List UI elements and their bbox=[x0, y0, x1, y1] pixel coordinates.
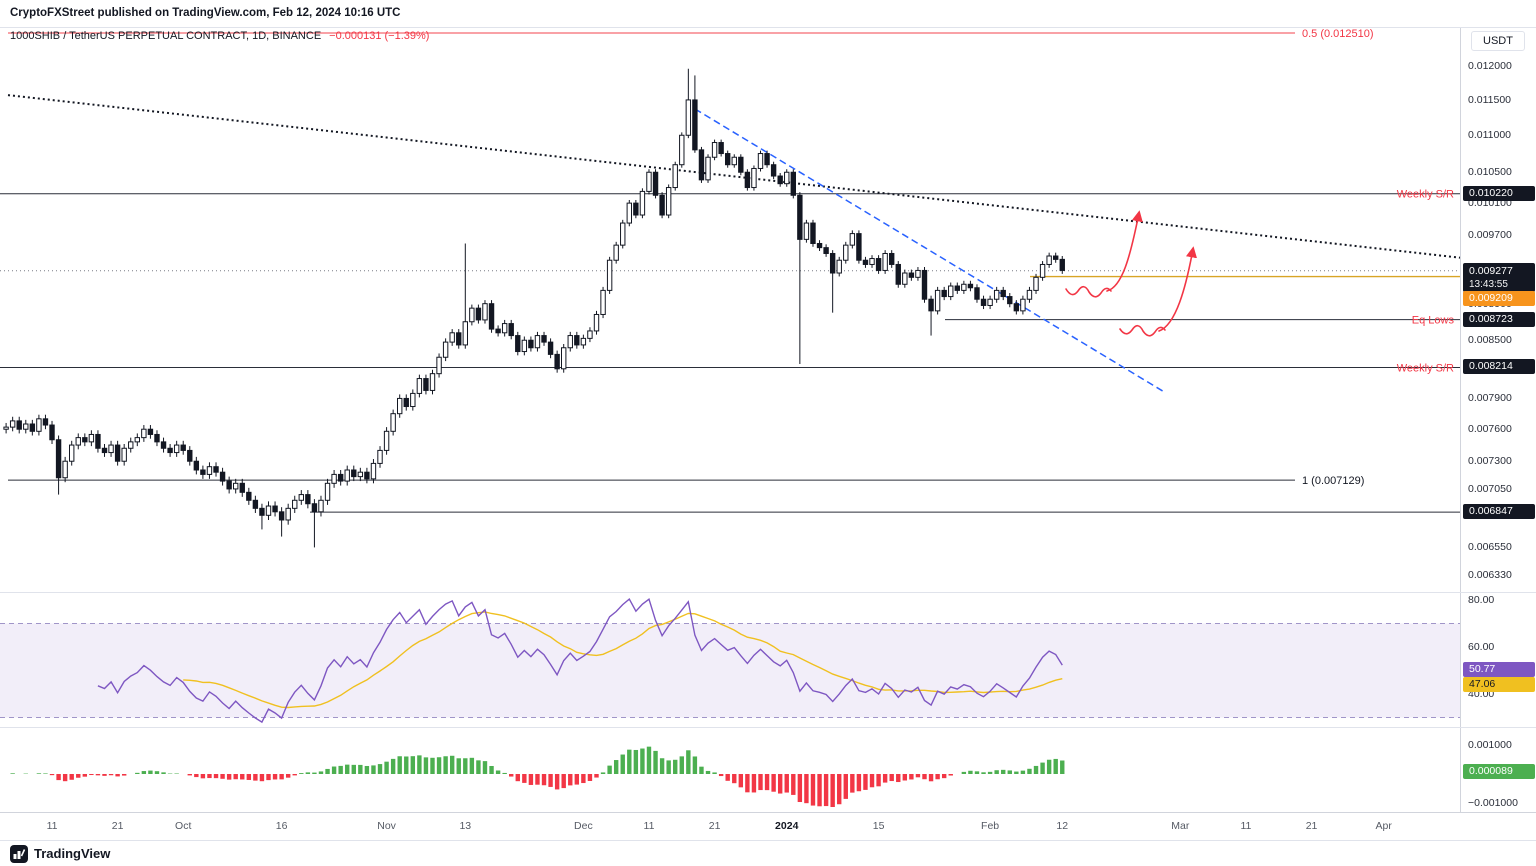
macd-histogram bbox=[10, 746, 1065, 807]
time-tick: Nov bbox=[377, 820, 396, 832]
price-tick: 0.011500 bbox=[1468, 93, 1512, 106]
price-badge: 0.006847 bbox=[1463, 504, 1535, 520]
time-tick: Feb bbox=[981, 820, 1000, 832]
svg-text:Weekly S/R: Weekly S/R bbox=[1397, 362, 1454, 374]
price-tick: 0.011000 bbox=[1468, 129, 1512, 142]
price-tick: 0.007600 bbox=[1468, 423, 1512, 436]
price-tick: 0.008500 bbox=[1468, 334, 1512, 347]
macd-badge: 0.000089 bbox=[1463, 764, 1535, 779]
price-tick: 0.007050 bbox=[1468, 482, 1512, 495]
price-badge: 0.010220 bbox=[1463, 185, 1535, 201]
time-tick: 12 bbox=[1056, 820, 1069, 832]
annotation-arrows[interactable] bbox=[1065, 210, 1197, 337]
bar-countdown-timer: 13:43:55 bbox=[1469, 278, 1508, 290]
time-tick: 11 bbox=[46, 820, 58, 832]
price-change: −0.000131 (−1.39%) bbox=[329, 30, 430, 42]
rsi-band bbox=[0, 623, 1460, 718]
macd-tick: −0.001000 bbox=[1468, 797, 1518, 809]
rsi-lines bbox=[97, 598, 1063, 724]
time-tick: Apr bbox=[1375, 820, 1392, 832]
time-tick: 21 bbox=[1305, 820, 1318, 832]
time-tick: 11 bbox=[1240, 820, 1252, 832]
price-tick: 0.010500 bbox=[1468, 166, 1512, 179]
currency-label[interactable]: USDT bbox=[1471, 31, 1525, 51]
current-price-value: 0.009277 bbox=[1469, 264, 1513, 277]
price-badge: 0.009209 bbox=[1463, 290, 1535, 306]
symbol-title-row: 1000SHIB / TetherUS PERPETUAL CONTRACT, … bbox=[10, 30, 429, 42]
level-lines[interactable]: 0.5 (0.012510) Weekly S/R Eq Lows Weekly S/… bbox=[0, 28, 1460, 513]
svg-text:0.5 (0.012510): 0.5 (0.012510) bbox=[1302, 28, 1374, 40]
rsi-badge: 47.06 bbox=[1463, 677, 1535, 693]
tradingview-logo-icon[interactable] bbox=[10, 844, 28, 863]
time-tick: 2024 bbox=[775, 820, 799, 832]
svg-text:Weekly S/R: Weekly S/R bbox=[1397, 189, 1454, 201]
time-tick: 11 bbox=[643, 820, 655, 832]
rsi-tick: 80.00 bbox=[1468, 594, 1495, 606]
price-badge: 0.008214 bbox=[1463, 359, 1535, 375]
time-tick: Oct bbox=[175, 820, 192, 832]
time-axis[interactable]: 11 21 Oct 16 Nov 13 Dec 11 21 2024 15 Feb 12 Mar 11 21 A… bbox=[0, 812, 1536, 841]
publication-header: CryptoFXStreet published on TradingView.… bbox=[0, 0, 1536, 28]
symbol-title[interactable]: 1000SHIB / TetherUS PERPETUAL CONTRACT, … bbox=[10, 30, 322, 42]
macd-tick: 0.001000 bbox=[1468, 739, 1512, 751]
svg-text:1 (0.007129): 1 (0.007129) bbox=[1302, 475, 1364, 487]
time-tick: 21 bbox=[708, 820, 721, 832]
time-tick: 13 bbox=[459, 820, 472, 832]
time-tick: 21 bbox=[111, 820, 124, 832]
time-tick: Mar bbox=[1171, 820, 1190, 832]
price-tick: 0.012000 bbox=[1468, 60, 1512, 73]
svg-text:Eq Lows: Eq Lows bbox=[1412, 315, 1455, 327]
time-tick: 15 bbox=[872, 820, 885, 832]
pane-separator[interactable] bbox=[0, 592, 1536, 593]
current-price-badge: 0.009277 13:43:55 bbox=[1463, 262, 1535, 292]
price-axis[interactable]: USDT 0.012000 0.011500 0.011000 0.010500 0.0… bbox=[1460, 0, 1536, 840]
footer-bar: TradingView bbox=[0, 840, 1536, 866]
price-tick: 0.007900 bbox=[1468, 392, 1512, 405]
rsi-badge: 50.77 bbox=[1463, 661, 1535, 677]
time-tick: 16 bbox=[275, 820, 288, 832]
price-tick: 0.006550 bbox=[1468, 541, 1512, 554]
time-tick: Dec bbox=[574, 820, 593, 832]
candlesticks bbox=[3, 68, 1065, 548]
price-badge: 0.008723 bbox=[1463, 311, 1535, 327]
price-tick: 0.009700 bbox=[1468, 229, 1512, 242]
tradingview-brand[interactable]: TradingView bbox=[34, 846, 111, 861]
rsi-tick: 60.00 bbox=[1468, 641, 1495, 653]
price-tick: 0.006330 bbox=[1468, 568, 1512, 581]
pane-separator[interactable] bbox=[0, 727, 1536, 728]
price-tick: 0.007300 bbox=[1468, 455, 1512, 468]
chart-canvas[interactable]: 0.5 (0.012510) Weekly S/R Eq Lows Weekly S/… bbox=[0, 0, 1460, 840]
trend-lines[interactable] bbox=[7, 94, 1460, 394]
